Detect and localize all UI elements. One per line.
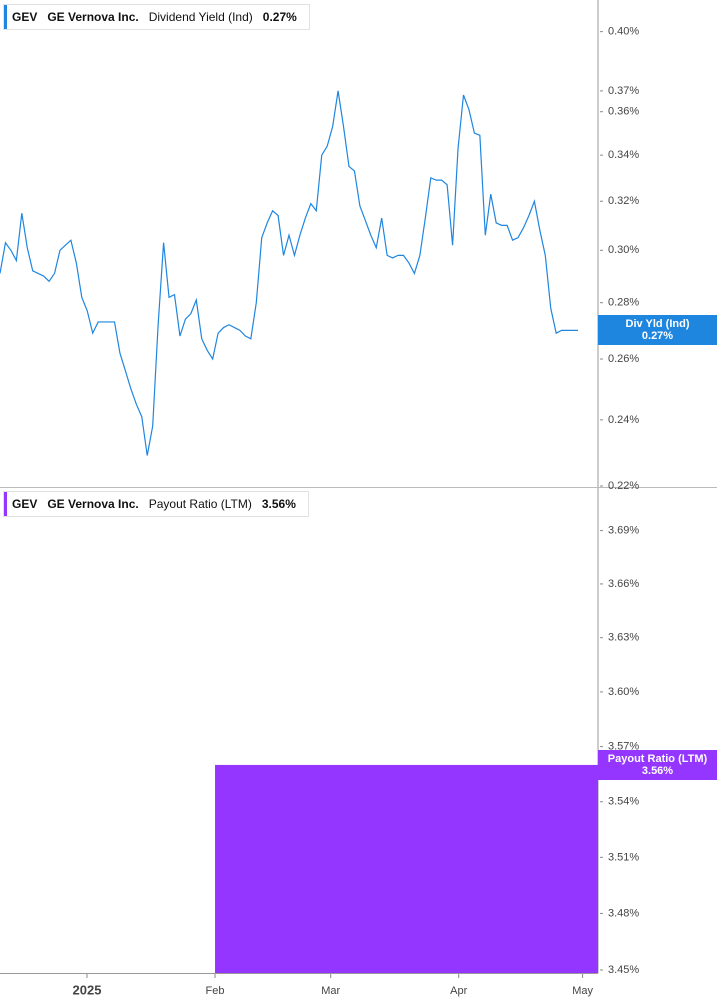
current-value: 3.56%: [261, 497, 296, 511]
y-tick-label: 3.45%: [608, 964, 639, 976]
legend-header: GEV GE Vernova Inc. Payout Ratio (LTM) 3…: [3, 491, 309, 517]
price-badge: Payout Ratio (LTM) 3.56%: [598, 749, 717, 780]
y-tick-label: 3.51%: [608, 851, 639, 863]
y-tick-label: 0.34%: [608, 149, 639, 161]
bar: [215, 764, 598, 973]
ticker: GEV: [12, 497, 38, 511]
y-tick-label: 0.22%: [608, 480, 639, 492]
price-badge: Div Yld (Ind) 0.27%: [598, 315, 717, 346]
y-tick-label: 0.37%: [608, 85, 639, 97]
company: GE Vernova Inc.: [47, 10, 139, 24]
y-tick-label: 0.24%: [608, 414, 639, 426]
y-tick-label: 3.63%: [608, 632, 639, 644]
x-tick-label: May: [572, 985, 593, 997]
y-tick-label: 0.28%: [608, 297, 639, 309]
badge-value: 3.56%: [641, 764, 674, 777]
y-tick-label: 0.36%: [608, 106, 639, 118]
x-tick-label: Apr: [450, 985, 467, 997]
series-name: Dividend Yield (Ind): [148, 10, 253, 24]
badge-value: 0.27%: [641, 330, 674, 343]
x-tick-label: 2025: [73, 982, 102, 997]
y-tick-label: 3.57%: [608, 741, 639, 753]
legend-swatch: [4, 5, 7, 29]
y-tick-label: 0.30%: [608, 244, 639, 256]
y-tick-label: 3.60%: [608, 686, 639, 698]
y-tick-label: 0.32%: [608, 195, 639, 207]
y-tick-label: 0.40%: [608, 26, 639, 38]
series-name: Payout Ratio (LTM): [148, 497, 252, 511]
y-tick-label: 3.66%: [608, 578, 639, 590]
y-tick-label: 0.26%: [608, 353, 639, 365]
y-tick-label: 3.54%: [608, 796, 639, 808]
company: GE Vernova Inc.: [47, 497, 139, 511]
current-value: 0.27%: [262, 10, 297, 24]
badge-label: Div Yld (Ind): [625, 318, 690, 331]
badge-label: Payout Ratio (LTM): [607, 752, 708, 765]
y-tick-label: 3.69%: [608, 525, 639, 537]
line: [0, 90, 578, 456]
x-tick-label: Mar: [321, 985, 340, 997]
ticker: GEV: [12, 10, 38, 24]
legend-header: GEV GE Vernova Inc. Dividend Yield (Ind)…: [3, 4, 310, 30]
x-tick-label: Feb: [206, 985, 225, 997]
legend-swatch: [4, 492, 7, 516]
y-tick-label: 3.48%: [608, 907, 639, 919]
